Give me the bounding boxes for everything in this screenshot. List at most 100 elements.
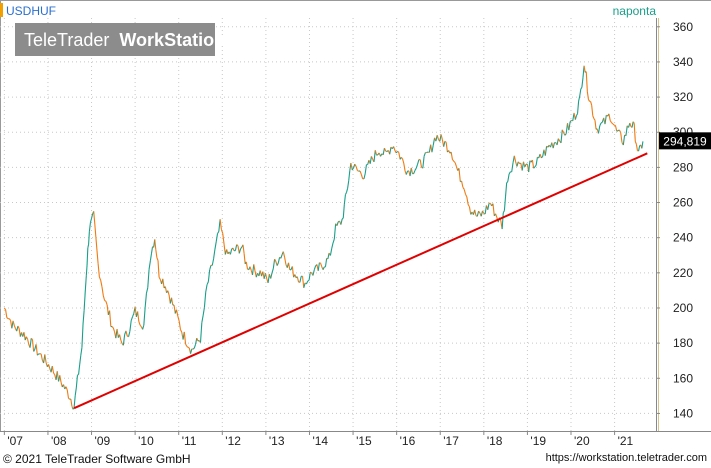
series-segment (203, 292, 207, 308)
series-segment (495, 213, 498, 218)
series-segment (271, 268, 274, 274)
series-segment (183, 331, 187, 345)
series-segment (36, 353, 40, 356)
series-segment (419, 159, 423, 168)
series-segment (171, 297, 174, 306)
y-tick-label: 220 (673, 266, 693, 280)
series-segment (299, 276, 302, 283)
series-segment (506, 181, 509, 184)
series-segment (336, 221, 339, 226)
series-segment (142, 324, 145, 330)
series-segment (568, 121, 571, 131)
series-segment (635, 144, 639, 151)
y-tick-label: 240 (673, 231, 693, 245)
series-segment (327, 252, 330, 259)
series-segment (186, 345, 189, 348)
series-segment (600, 121, 603, 124)
series-segment (155, 249, 158, 258)
series-segment (443, 141, 446, 147)
series-segment (178, 320, 181, 330)
series-segment (162, 278, 165, 289)
series-segment (81, 324, 84, 348)
series-segment (202, 307, 205, 316)
series-segment (453, 160, 456, 163)
series-segment (100, 280, 103, 287)
series-segment (556, 138, 559, 146)
series-segment (89, 218, 93, 223)
series-segment (540, 156, 544, 159)
series-segment (128, 331, 131, 337)
series-segment (410, 167, 414, 174)
series-segment (389, 147, 392, 155)
series-segment (344, 192, 348, 195)
series-segment (109, 310, 112, 327)
series-segment (638, 145, 641, 152)
series-segment (245, 261, 249, 270)
series-segment (402, 158, 405, 164)
series-segment (282, 251, 286, 258)
x-tick-label: '07 (7, 434, 23, 448)
series-segment (350, 162, 353, 171)
svg-text:TeleTrader WorkStation: TeleTrader WorkStation (24, 30, 225, 50)
symbol-marker (0, 3, 3, 17)
series-segment (313, 265, 317, 271)
series-segment (393, 146, 396, 151)
series-segment (533, 166, 536, 169)
series-segment (194, 338, 198, 345)
series-segment (106, 304, 109, 315)
series-segment (462, 186, 465, 190)
series-segment (504, 182, 508, 197)
series-segment (53, 372, 56, 376)
series-segment (104, 300, 107, 302)
series-segment (320, 263, 323, 268)
series-segment (13, 325, 17, 329)
series-segment (236, 244, 239, 247)
series-segment (329, 248, 333, 256)
series-segment (310, 271, 312, 274)
series-segment (561, 129, 565, 133)
series-segment (599, 122, 602, 127)
series-segment (73, 395, 76, 408)
series-segment (331, 242, 334, 249)
series-segment (585, 71, 588, 92)
source-url: https://workstation.teletrader.com (545, 452, 707, 464)
series-segment (503, 196, 507, 211)
series-segment (78, 364, 81, 375)
series-segment (68, 397, 71, 400)
series-segment (253, 264, 256, 271)
series-segment (3, 307, 7, 311)
series-segment (405, 170, 409, 175)
series-segment (215, 233, 219, 242)
series-segment (274, 258, 277, 262)
series-segment (122, 334, 126, 346)
series-segment (112, 327, 116, 332)
series-segment (84, 275, 87, 293)
series-segment (333, 223, 337, 240)
series-segment (83, 291, 86, 311)
series-segment (524, 163, 527, 168)
series-segment (158, 277, 161, 280)
series-segment (452, 159, 455, 162)
series-segment (201, 315, 204, 323)
series-segment (574, 115, 577, 120)
series-segment (625, 125, 628, 136)
series-segment (18, 328, 21, 337)
series-segment (240, 246, 243, 250)
series-segment (185, 343, 188, 347)
x-tick-label: '18 (487, 434, 503, 448)
series-segment (521, 161, 525, 171)
series-segment (119, 334, 122, 341)
series-segment (88, 231, 90, 245)
series-segment (324, 258, 328, 267)
series-segment (594, 120, 597, 130)
series-segment (164, 286, 168, 293)
series-segment (308, 271, 311, 281)
series-segment (6, 317, 9, 320)
series-segment (75, 375, 79, 388)
y-tick-label: 200 (673, 301, 693, 315)
series-segment (214, 241, 217, 250)
series-segment (357, 170, 359, 172)
series-segment (484, 205, 487, 215)
series-segment (312, 269, 315, 276)
